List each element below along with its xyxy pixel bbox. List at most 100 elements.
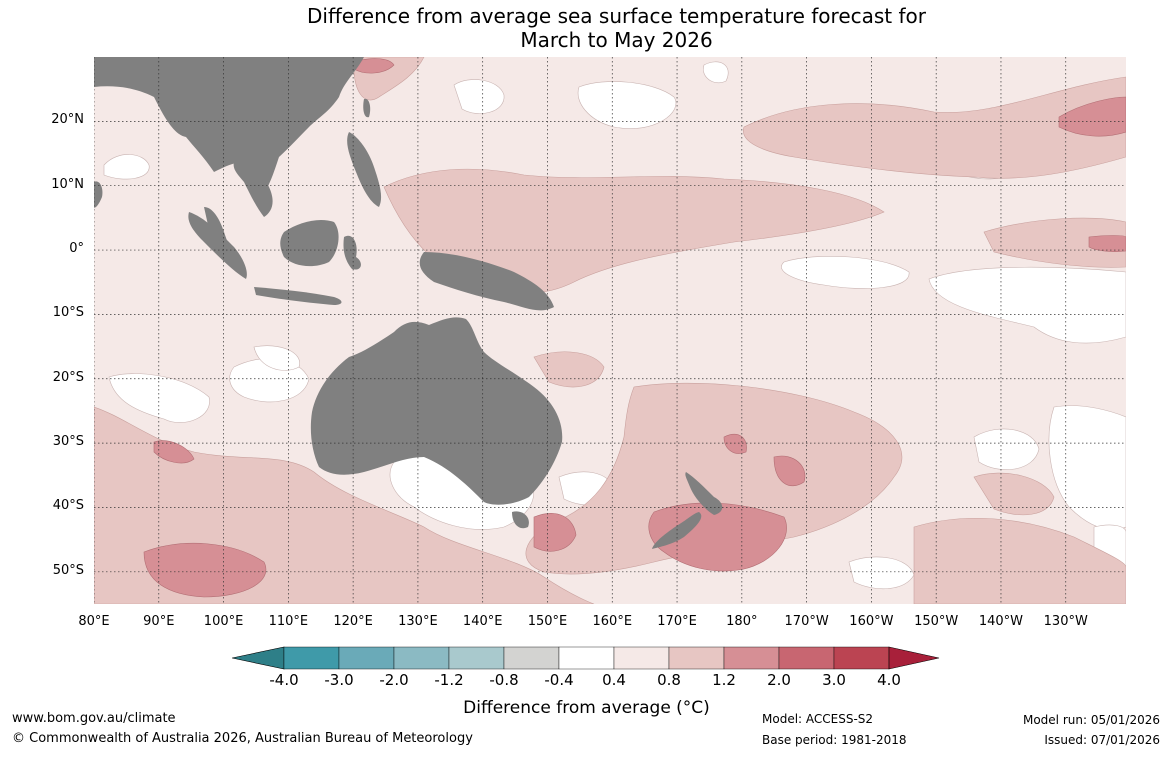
central-pacific-warm-core <box>723 433 747 454</box>
land-indochina <box>233 160 273 217</box>
model-text: Model: ACCESS-S2 <box>762 712 874 726</box>
colorbar-tick-label: 2.0 <box>767 671 791 689</box>
model-run-text: Model run: 05/01/2026 <box>1022 713 1160 727</box>
longitude-label: 160°E <box>592 614 633 629</box>
nw-pacific-warm-core <box>353 58 395 74</box>
longitude-label: 80°E <box>78 614 110 629</box>
neutral-patch-nw-pacific-2 <box>577 81 677 129</box>
indian-warm-core-small <box>153 440 195 464</box>
warm-band-east-equatorial <box>983 217 1126 268</box>
land-australia <box>310 317 563 505</box>
land-java <box>254 287 342 305</box>
colorbar-tick-label: -0.8 <box>489 671 519 689</box>
colorbar-tick-label: -0.4 <box>544 671 574 689</box>
land-borneo <box>280 220 339 267</box>
colorbar-segment <box>338 646 395 670</box>
colorbar-segment <box>558 646 615 670</box>
neutral-patch-south-pacific-east-2 <box>1048 405 1126 530</box>
colorbar-tick-label: -4.0 <box>269 671 299 689</box>
tasman-warm-core <box>533 513 577 552</box>
website-text: www.bom.gov.au/climate <box>12 711 176 726</box>
colorbar-tick-label: 4.0 <box>877 671 901 689</box>
colorbar-tick-label: -2.0 <box>379 671 409 689</box>
colorbar-high-extend <box>888 646 940 670</box>
latitude-label: 10°S <box>52 305 84 321</box>
land-sulawesi <box>343 235 361 270</box>
neutral-patch-indian-west <box>108 373 210 423</box>
latitude-label: 30°S <box>52 434 84 450</box>
colorbar-segment <box>778 646 835 670</box>
longitude-label: 120°E <box>333 614 373 629</box>
longitude-label: 130°W <box>1043 614 1088 629</box>
colorbar-tick-label: -1.2 <box>434 671 464 689</box>
colorbar-segment <box>503 646 560 670</box>
colorbar-low-extend <box>232 646 285 670</box>
land-nz-north-island <box>685 472 723 515</box>
colorbar-segment <box>833 646 890 670</box>
sst-anomaly-map <box>94 57 1126 604</box>
colorbar-tick-label: 0.4 <box>602 671 626 689</box>
longitude-label: 180° <box>726 614 758 629</box>
colorbar-tick-label: 0.8 <box>657 671 681 689</box>
neutral-patch-north-indian <box>103 154 150 180</box>
neutral-patch-central-south-pacific <box>973 428 1040 470</box>
ne-pacific-warm-core <box>1058 96 1126 137</box>
graticule <box>94 57 1126 604</box>
warm-southern-east <box>913 517 1126 604</box>
longitude-label: 160°W <box>849 614 894 629</box>
colorbar-segment <box>613 646 670 670</box>
land-tasmania <box>512 511 529 529</box>
neutral-patch-indian-south <box>253 345 300 371</box>
longitude-label: 110°E <box>268 614 309 629</box>
colorbar-segment <box>668 646 725 670</box>
latitude-label: 20°N <box>51 112 84 128</box>
land-asia <box>94 57 364 192</box>
warm-band-north-pacific <box>743 76 1126 179</box>
land-nz-south-island <box>652 512 702 549</box>
east-equatorial-warm-core <box>1088 235 1126 252</box>
neutral-patch-nw-pacific-1 <box>453 79 505 114</box>
land-sumatra <box>188 212 247 279</box>
colorbar-label: Difference from average (°C) <box>463 698 710 718</box>
neutral-patch-nw-pacific-3 <box>703 61 729 84</box>
longitude-label: 150°E <box>527 614 568 629</box>
land-taiwan <box>363 98 371 118</box>
colorbar-segment <box>723 646 780 670</box>
colorbar-tick-label: 1.2 <box>712 671 736 689</box>
longitude-label: 90°E <box>143 614 175 629</box>
longitude-label: 140°E <box>462 614 503 629</box>
latitude-label: 0° <box>69 241 84 257</box>
longitude-label: 170°E <box>657 614 697 629</box>
longitude-label: 100°E <box>203 614 244 629</box>
colorbar <box>232 646 940 670</box>
latitude-label: 10°N <box>51 176 84 192</box>
longitude-label: 170°W <box>784 614 829 629</box>
longitude-label: 140°W <box>978 614 1024 629</box>
colorbar-segment <box>393 646 450 670</box>
base-period-text: Base period: 1981-2018 <box>762 733 907 747</box>
east-tasman-warm-core <box>773 455 806 487</box>
latitude-label: 20°S <box>52 369 84 385</box>
colorbar-segment <box>448 646 505 670</box>
land-sri-lanka <box>94 181 103 208</box>
warm-south-pacific-east <box>973 472 1055 516</box>
title-line-1: Difference from average sea surface temp… <box>306 4 926 28</box>
neutral-patch-south-pacific-east <box>928 266 1126 344</box>
latitude-label: 50°S <box>52 562 84 578</box>
neutral-patch-equatorial-east <box>781 256 910 289</box>
warm-regions-1-2 <box>143 58 1126 598</box>
colorbar-tick-label: 3.0 <box>822 671 846 689</box>
latitude-label: 40°S <box>52 498 84 514</box>
chart-title: Difference from average sea surface temp… <box>0 4 1173 52</box>
colorbar-segment <box>283 646 340 670</box>
warm-west-coral-sea <box>533 351 605 388</box>
issued-text: Issued: 07/01/2026 <box>1044 733 1160 747</box>
copyright-text: © Commonwealth of Australia 2026, Austra… <box>12 731 473 746</box>
land-philippines <box>347 132 382 207</box>
title-line-2: March to May 2026 <box>520 28 713 52</box>
longitude-label: 130°E <box>398 614 438 629</box>
longitude-label: 150°W <box>914 614 959 629</box>
land <box>94 57 723 549</box>
new-zealand-warm-core <box>648 502 787 572</box>
land-new-guinea <box>419 252 554 311</box>
